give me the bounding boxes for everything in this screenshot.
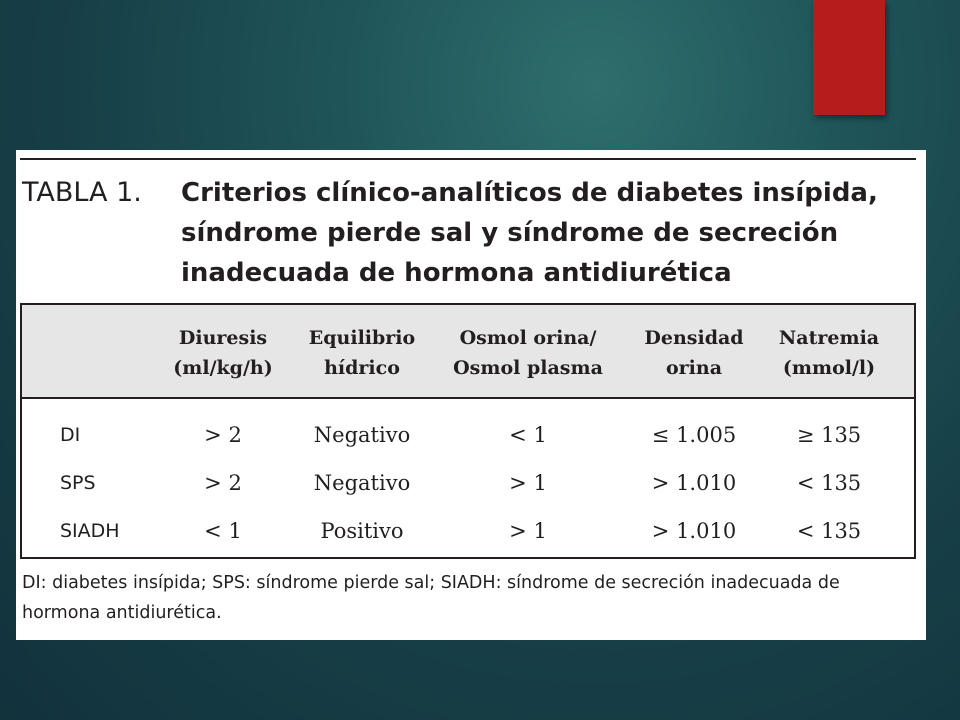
row-label: SIADH	[60, 520, 120, 542]
cell-equilibrio: Negativo	[313, 471, 411, 495]
header-osmol-line2: Osmol plasma	[453, 357, 603, 379]
header-osmol-line1: Osmol orina/	[459, 327, 597, 349]
row-label: DI	[60, 424, 81, 446]
header-diuresis-line2: (ml/kg/h)	[173, 357, 273, 379]
header-equilibrio-line2: hídrico	[324, 357, 400, 379]
header-densidad-line2: orina	[665, 357, 723, 379]
table-label: TABLA 1.	[22, 177, 142, 208]
criteria-table: Diuresis (ml/kg/h) Equilibrio hídrico Os…	[20, 303, 916, 559]
cell-diuresis: < 1	[204, 519, 242, 543]
header-equilibrio: Equilibrio hídrico	[297, 323, 427, 383]
cell-natremia: ≥ 135	[796, 423, 862, 447]
cell-osmol: < 1	[509, 423, 547, 447]
header-natremia: Natremia (mmol/l)	[763, 323, 895, 383]
row-label: SPS	[60, 472, 96, 494]
table-title: Criterios clínico-analíticos de diabetes…	[181, 178, 878, 288]
table-row: SIADH < 1 Positivo > 1 > 1.010 < 135	[22, 507, 914, 555]
header-osmol: Osmol orina/ Osmol plasma	[435, 323, 621, 383]
cell-osmol: > 1	[509, 471, 547, 495]
header-diuresis: Diuresis (ml/kg/h)	[155, 323, 291, 383]
cell-equilibrio: Negativo	[313, 423, 411, 447]
cell-diuresis: > 2	[204, 423, 242, 447]
top-rule	[20, 158, 916, 160]
header-natremia-line2: (mmol/l)	[782, 357, 876, 379]
header-densidad-line1: Densidad	[644, 327, 744, 349]
header-natremia-line1: Natremia	[778, 327, 880, 349]
cell-densidad: > 1.010	[651, 519, 737, 543]
cell-osmol: > 1	[509, 519, 547, 543]
cell-diuresis: > 2	[204, 471, 242, 495]
cell-natremia: < 135	[796, 471, 862, 495]
cell-densidad: > 1.010	[651, 471, 737, 495]
table-header-row: Diuresis (ml/kg/h) Equilibrio hídrico Os…	[22, 305, 914, 399]
cell-equilibrio: Positivo	[320, 519, 404, 543]
cell-natremia: < 135	[796, 519, 862, 543]
accent-bar	[813, 0, 885, 115]
header-densidad: Densidad orina	[629, 323, 759, 383]
header-diuresis-line1: Diuresis	[178, 327, 268, 349]
table-panel: TABLA 1. Criterios clínico-analíticos de…	[16, 150, 926, 640]
header-equilibrio-line1: Equilibrio	[308, 327, 416, 349]
table-row: DI > 2 Negativo < 1 ≤ 1.005 ≥ 135	[22, 411, 914, 459]
cell-densidad: ≤ 1.005	[651, 423, 737, 447]
table-row: SPS > 2 Negativo > 1 > 1.010 < 135	[22, 459, 914, 507]
table-footnote: DI: diabetes insípida; SPS: síndrome pie…	[22, 573, 840, 623]
